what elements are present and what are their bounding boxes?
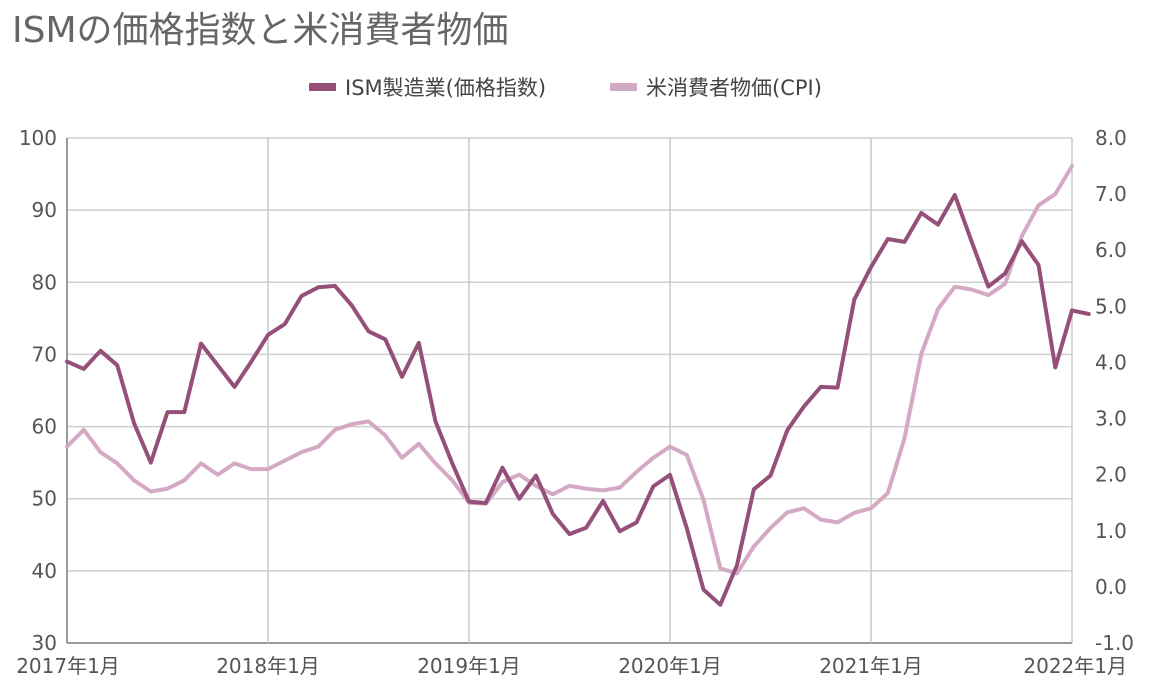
- left-y-tick-label: 30: [32, 631, 57, 655]
- right-y-tick-label: 5.0: [1095, 294, 1127, 318]
- x-axis-ticks: 2017年1月 2018年1月 2019年1月 2020年1月 2021年1月 2022年…: [16, 654, 1127, 678]
- right-y-tick-label: 6.0: [1095, 238, 1127, 262]
- legend: ISM製造業(価格指数) 米消費者物価(CPI): [309, 76, 822, 100]
- legend-label: ISM製造業(価格指数): [345, 76, 546, 100]
- left-y-tick-label: 70: [32, 342, 57, 366]
- x-tick-label: 2022年1月: [1023, 654, 1127, 678]
- right-y-tick-label: 2.0: [1095, 463, 1127, 487]
- cpi-line: [65, 164, 1074, 576]
- right-y-tick-label: 0.0: [1095, 575, 1127, 599]
- left-y-tick-label: 50: [32, 487, 57, 511]
- legend-label: 米消費者物価(CPI): [646, 76, 822, 100]
- right-y-tick-label: 4.0: [1095, 350, 1127, 374]
- x-tick-label: 2019年1月: [417, 654, 521, 678]
- x-tick-label: 2018年1月: [216, 654, 320, 678]
- right-y-tick-label: 3.0: [1095, 407, 1127, 431]
- series-layer: [65, 164, 1091, 607]
- chart-title: ISMの価格指数と米消費者物価: [12, 10, 509, 51]
- right-y-axis-ticks: 8.0 7.0 6.0 5.0 4.0 3.0 2.0 1.0 0.0 -1.0: [1095, 126, 1134, 655]
- x-tick-label: 2020年1月: [618, 654, 722, 678]
- legend-swatch: [309, 83, 336, 91]
- left-y-tick-label: 80: [32, 270, 57, 294]
- grid: [66, 137, 1073, 644]
- left-y-tick-label: 40: [32, 559, 57, 583]
- left-y-tick-label: 100: [19, 126, 57, 150]
- legend-item-ism: ISM製造業(価格指数): [309, 76, 546, 100]
- x-tick-label: 2021年1月: [819, 654, 923, 678]
- ism-price-index-line: [65, 193, 1091, 607]
- x-tick-label: 2017年1月: [16, 654, 120, 678]
- left-y-tick-label: 90: [32, 198, 57, 222]
- right-y-tick-label: 1.0: [1095, 519, 1127, 543]
- right-y-tick-label: -1.0: [1095, 631, 1134, 655]
- legend-swatch: [610, 83, 637, 91]
- legend-item-cpi: 米消費者物価(CPI): [610, 76, 822, 100]
- left-y-tick-label: 60: [32, 415, 57, 439]
- left-y-axis-ticks: 100 90 80 70 60 50 40 30: [19, 126, 57, 655]
- right-y-tick-label: 7.0: [1095, 182, 1127, 206]
- right-y-tick-label: 8.0: [1095, 126, 1127, 150]
